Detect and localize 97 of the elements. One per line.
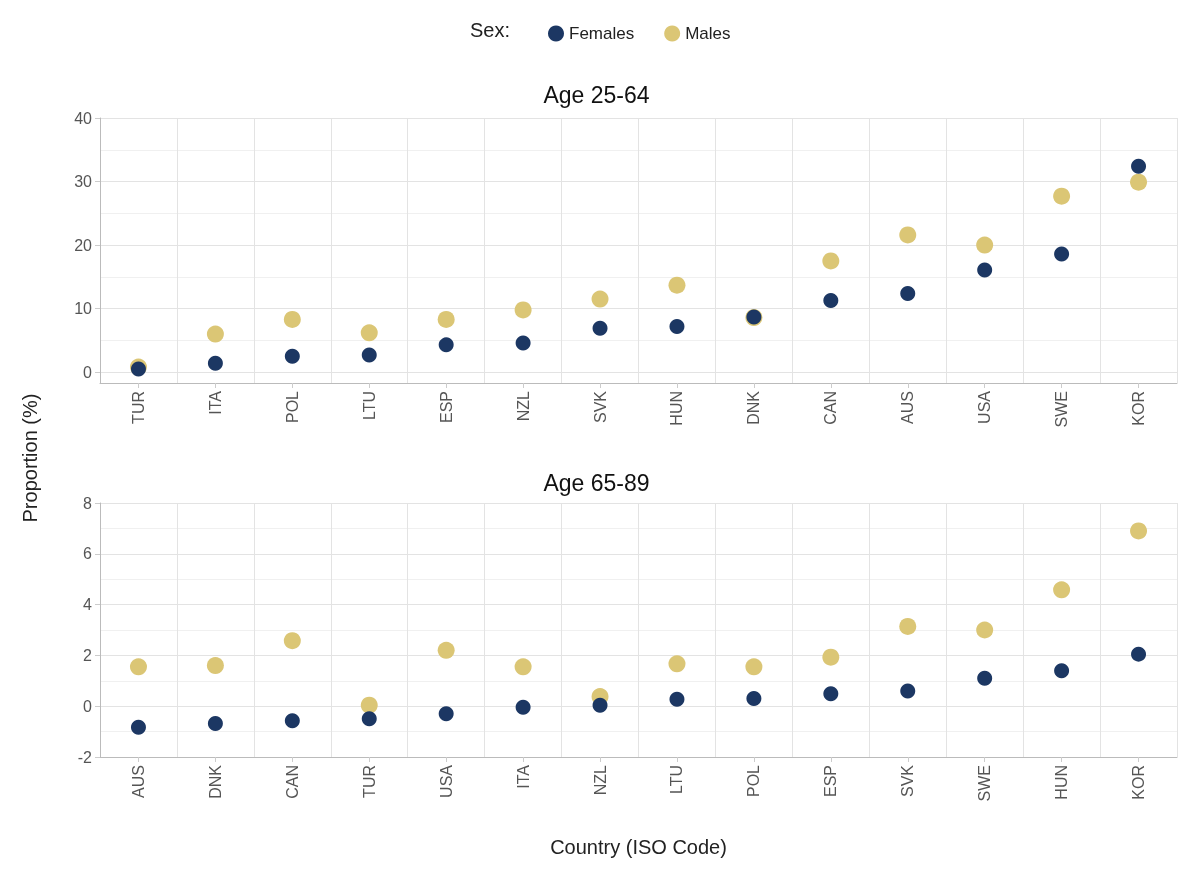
x-tick-label: TUR (129, 391, 147, 424)
point (822, 648, 840, 666)
y-tick-label: 20 (74, 236, 93, 254)
point (592, 320, 608, 336)
point (1130, 173, 1148, 191)
y-tick-label: 30 (74, 173, 93, 191)
point (900, 683, 916, 699)
chart-title: Age 25-64 (543, 81, 650, 108)
point (899, 226, 917, 244)
point (360, 696, 378, 714)
y-tick-label: 40 (74, 109, 93, 127)
x-tick-label: SWE (1053, 391, 1071, 428)
y-tick-label: 2 (83, 646, 93, 664)
x-tick-label: KOR (1130, 391, 1148, 426)
point (514, 658, 532, 676)
x-tick-label: DNK (745, 390, 763, 425)
legend-label: Females (569, 24, 635, 43)
x-tick-label: HUN (668, 391, 686, 426)
point (669, 318, 685, 334)
point (283, 310, 301, 328)
y-tick-label: 0 (83, 363, 93, 381)
point (437, 310, 455, 328)
point (206, 325, 224, 343)
point (668, 276, 686, 294)
x-tick-label: ITA (514, 764, 532, 789)
legend-title: Sex: (470, 19, 511, 41)
x-axis-title: Country (ISO Code) (550, 836, 727, 858)
x-tick-label: USA (437, 764, 455, 798)
point (976, 236, 994, 254)
chart-title: Age 65-89 (543, 469, 650, 496)
point (515, 335, 531, 351)
point (1054, 246, 1070, 262)
point (591, 290, 609, 308)
x-tick-label: SWE (976, 765, 994, 802)
y-tick-label: -2 (77, 748, 93, 766)
point (745, 658, 763, 676)
point (823, 292, 839, 308)
x-tick-label: USA (976, 390, 994, 424)
x-tick-label: NZL (514, 390, 532, 422)
x-tick-label: KOR (1130, 765, 1148, 800)
x-tick-label: LTU (360, 391, 378, 421)
point (207, 355, 223, 371)
y-tick-label: 0 (83, 697, 93, 715)
x-tick-label: ESP (437, 391, 455, 424)
point (438, 337, 454, 353)
point (746, 691, 762, 707)
x-tick-label: AUS (129, 765, 147, 798)
point (284, 348, 300, 364)
x-tick-label: HUN (1053, 765, 1071, 800)
x-tick-label: LTU (668, 765, 686, 795)
y-tick-label: 4 (83, 596, 93, 614)
x-tick-label: ITA (206, 390, 224, 415)
point (438, 706, 454, 722)
point (899, 617, 917, 635)
x-tick-label: ESP (822, 765, 840, 798)
x-tick-label: CAN (283, 765, 301, 799)
x-tick-label: POL (745, 764, 763, 798)
x-tick-label: SVK (899, 764, 917, 798)
point (361, 347, 377, 363)
y-tick-label: 10 (74, 300, 93, 318)
point (206, 657, 224, 675)
point (977, 262, 993, 278)
point (514, 301, 532, 319)
point (1054, 663, 1070, 679)
point (515, 699, 531, 715)
point (977, 670, 993, 686)
point (1053, 581, 1071, 599)
legend-label: Males (685, 24, 731, 43)
point (360, 324, 378, 342)
x-tick-label: AUS (899, 391, 917, 424)
point (822, 252, 840, 270)
point (283, 632, 301, 650)
x-tick-label: POL (283, 390, 301, 424)
x-tick-label: DNK (206, 764, 224, 799)
x-tick-label: TUR (360, 765, 378, 798)
y-axis-title: Proportion (%) (18, 393, 42, 523)
point (284, 713, 300, 729)
point (900, 285, 916, 301)
point (207, 715, 223, 731)
point (823, 686, 839, 702)
point (668, 655, 686, 673)
y-tick-label: 6 (83, 545, 93, 563)
point (129, 658, 147, 676)
point (130, 719, 146, 735)
point (437, 641, 455, 659)
point (1131, 158, 1147, 174)
point (976, 621, 994, 639)
point (1130, 522, 1148, 540)
point (669, 691, 685, 707)
point (1131, 646, 1147, 662)
point (1053, 187, 1071, 205)
point (592, 697, 608, 713)
x-tick-label: NZL (591, 764, 609, 796)
x-tick-label: CAN (822, 391, 840, 425)
y-tick-label: 8 (83, 494, 93, 512)
point (361, 711, 377, 727)
x-tick-label: SVK (591, 390, 609, 424)
